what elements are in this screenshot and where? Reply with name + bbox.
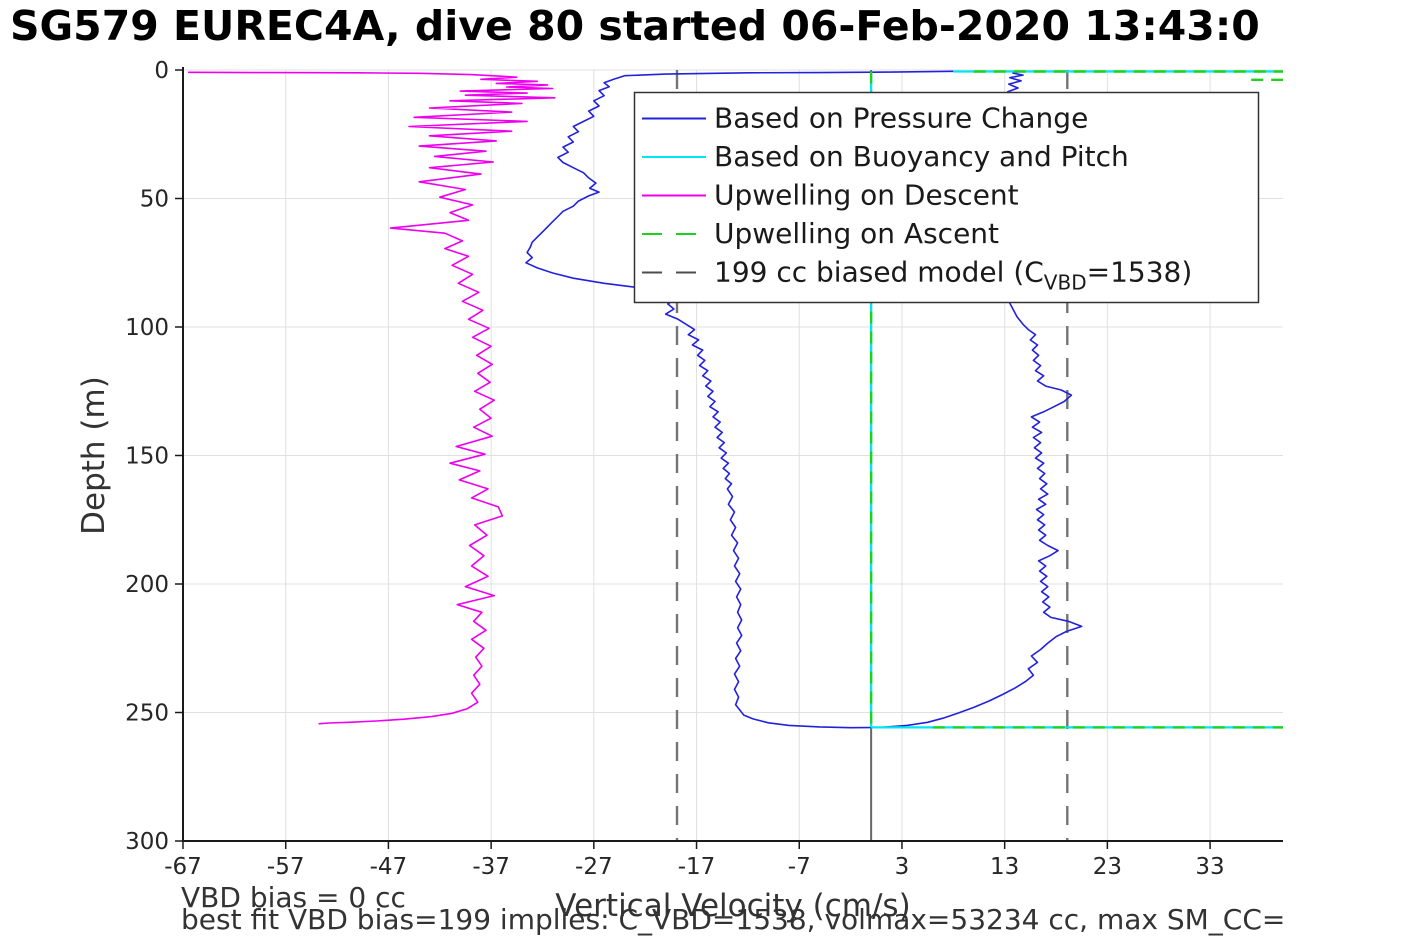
y-tick-label: 300: [125, 829, 169, 855]
legend-item-label: Based on Buoyancy and Pitch: [714, 140, 1129, 173]
x-tick-label: 3: [895, 854, 910, 880]
legend-item-label: Based on Pressure Change: [714, 102, 1088, 135]
legend-item-label: Upwelling on Ascent: [714, 217, 999, 250]
x-tick-label: -27: [575, 854, 613, 880]
x-tick-label: -17: [678, 854, 716, 880]
best-fit-note: best fit VBD bias=199 implies: C_VBD=153…: [181, 903, 1286, 936]
x-tick-label: -37: [472, 854, 510, 880]
x-tick-label: 23: [1093, 854, 1122, 880]
plot-title: SG579 EUREC4A, dive 80 started 06-Feb-20…: [10, 2, 1260, 50]
y-tick-label: 200: [125, 572, 169, 598]
x-tick-label: -67: [164, 854, 202, 880]
legend-item-label: Upwelling on Descent: [714, 179, 1019, 212]
y-axis-label: Depth (m): [76, 376, 112, 535]
y-tick-label: 150: [125, 444, 169, 470]
y-tick-label: 100: [125, 315, 169, 341]
x-tick-label: -47: [370, 854, 408, 880]
x-tick-label: 33: [1195, 854, 1224, 880]
legend: [633, 91, 1260, 304]
series-based-on-pressure-change: [525, 70, 1083, 729]
y-tick-label: 50: [140, 187, 169, 213]
legend-item-label: 199 cc biased model (CVBD=1538): [714, 256, 1192, 295]
x-axis-label: Vertical Velocity (cm/s): [555, 888, 910, 924]
vbd-bias-note: VBD bias = 0 cc: [181, 881, 406, 914]
x-tick-label: 13: [990, 854, 1019, 880]
y-tick-label: 0: [154, 58, 169, 84]
x-tick-label: -7: [788, 854, 811, 880]
y-tick-label: 250: [125, 701, 169, 727]
x-tick-label: -57: [267, 854, 305, 880]
series-upwelling-on-descent: [188, 71, 556, 725]
